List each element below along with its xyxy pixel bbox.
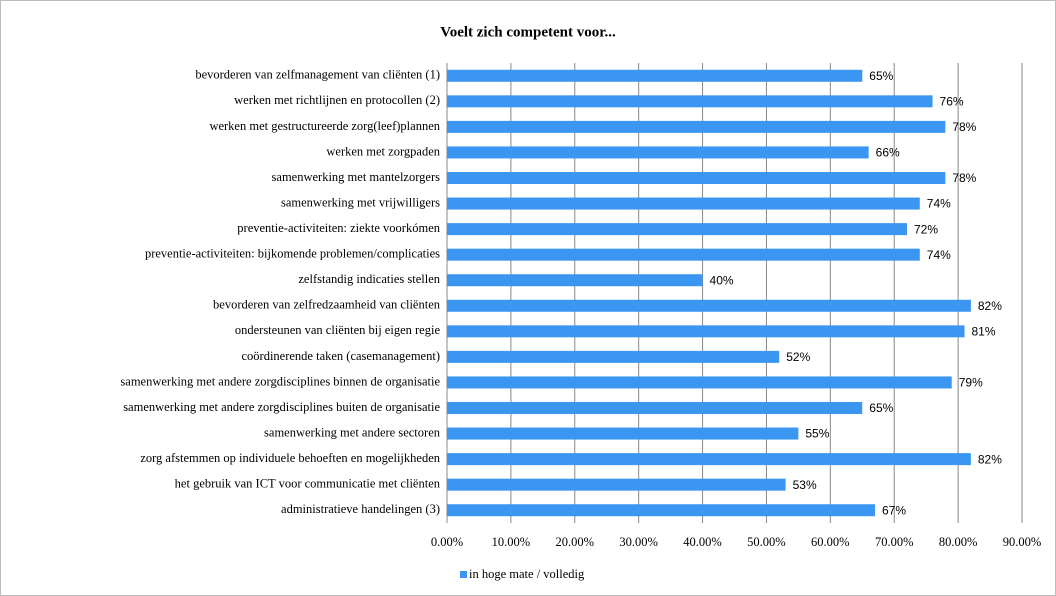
bar	[447, 95, 933, 108]
bar	[447, 172, 946, 184]
data-label: 65%	[869, 69, 893, 83]
data-label: 40%	[710, 273, 734, 287]
bar	[447, 376, 952, 389]
y-tick-label: preventie-activiteiten: bijkomende probl…	[145, 247, 440, 261]
x-tick-label: 10.00%	[492, 535, 531, 549]
y-tick-label: zelfstandig indicaties stellen	[298, 272, 440, 286]
data-label: 67%	[882, 503, 906, 517]
data-label: 52%	[786, 350, 810, 364]
bar	[447, 146, 869, 159]
data-label: 79%	[959, 376, 983, 390]
y-tick-label: samenwerking met andere zorgdisciplines …	[120, 374, 440, 388]
data-label: 55%	[805, 427, 829, 441]
legend-swatch	[460, 571, 467, 578]
y-tick-label: het gebruik van ICT voor communicatie me…	[175, 477, 441, 491]
y-tick-label: samenwerking met mantelzorgers	[272, 170, 441, 184]
y-tick-label: werken met zorgpaden	[326, 144, 440, 158]
y-tick-label: samenwerking met andere zorgdisciplines …	[123, 400, 440, 414]
y-tick-label: werken met gestructureerde zorg(leef)pla…	[209, 119, 440, 133]
data-label: 82%	[978, 299, 1002, 313]
y-tick-label: coördinerende taken (casemanagement)	[241, 349, 440, 363]
x-tick-label: 50.00%	[747, 535, 786, 549]
bar	[447, 325, 965, 338]
bar	[447, 427, 799, 440]
bar	[447, 274, 703, 287]
bar	[447, 299, 971, 312]
x-tick-label: 30.00%	[619, 535, 658, 549]
bar	[447, 402, 863, 414]
x-tick-label: 80.00%	[939, 535, 978, 549]
x-tick-label: 60.00%	[811, 535, 850, 549]
bar	[447, 223, 907, 236]
x-tick-label: 0.00%	[431, 535, 463, 549]
data-label: 74%	[927, 248, 951, 262]
data-label: 76%	[940, 95, 964, 109]
legend-label: in hoge mate / volledig	[469, 567, 585, 581]
bar	[447, 248, 920, 261]
y-tick-label: samenwerking met vrijwilligers	[281, 195, 440, 209]
y-tick-label: bevorderen van zelfredzaamheid van cliën…	[213, 298, 441, 312]
y-tick-label: preventie-activiteiten: ziekte voorkómen	[237, 221, 440, 235]
bar	[447, 350, 780, 363]
chart-title: Voelt zich competent voor...	[440, 24, 616, 40]
x-tick-label: 40.00%	[683, 535, 722, 549]
bar	[447, 478, 786, 491]
bar	[447, 69, 863, 82]
data-label: 81%	[972, 325, 996, 339]
bar	[447, 504, 876, 517]
y-tick-label: werken met richtlijnen en protocollen (2…	[234, 93, 440, 107]
data-label: 78%	[952, 120, 976, 134]
bar	[447, 197, 920, 210]
data-label: 66%	[876, 146, 900, 160]
data-label: 82%	[978, 452, 1002, 466]
data-label: 65%	[869, 401, 893, 415]
x-tick-label: 90.00%	[1003, 535, 1042, 549]
x-tick-label: 70.00%	[875, 535, 914, 549]
bar	[447, 120, 946, 133]
data-label: 74%	[927, 197, 951, 211]
x-tick-label: 20.00%	[556, 535, 595, 549]
y-tick-label: samenwerking met andere sectoren	[264, 425, 441, 439]
data-label: 53%	[793, 478, 817, 492]
data-label: 78%	[952, 171, 976, 185]
data-label: 72%	[914, 222, 938, 236]
y-tick-label: bevorderen van zelfmanagement van cliënt…	[195, 68, 440, 82]
bar	[447, 453, 971, 466]
y-tick-label: zorg afstemmen op individuele behoeften …	[140, 451, 440, 465]
y-tick-label: administratieve handelingen (3)	[281, 502, 440, 516]
y-tick-label: ondersteunen van cliënten bij eigen regi…	[235, 323, 441, 337]
